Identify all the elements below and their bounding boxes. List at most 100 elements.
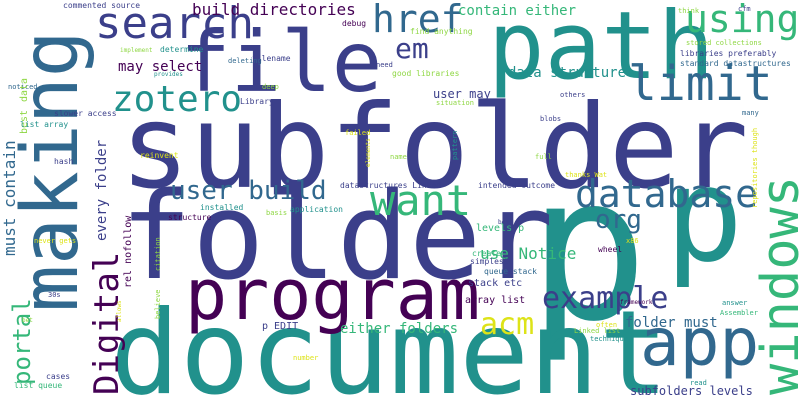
word-cfm: cfm — [738, 5, 751, 13]
word-installed: installed — [200, 203, 244, 212]
word-elements: elements — [365, 138, 372, 167]
word-often: often — [596, 321, 618, 329]
word-x86: x86 — [626, 237, 639, 245]
word-reinvent: reinvent — [140, 151, 179, 160]
word-data: data — [19, 77, 30, 102]
word-file: file — [180, 13, 383, 111]
word-allows: allows — [116, 300, 123, 322]
word-windows: windows — [751, 175, 800, 395]
word-document: document — [110, 286, 669, 400]
word-list-queue: list queue — [14, 381, 63, 390]
word-href: href — [372, 0, 464, 41]
word-list-array: list array — [20, 120, 69, 129]
word-p-2: p — [665, 139, 744, 291]
word-determine: determine — [160, 45, 204, 54]
word-slower-access: slower access — [54, 109, 117, 118]
word-create: create — [472, 249, 501, 258]
word-application: application — [290, 205, 343, 214]
word-using: using — [685, 0, 800, 41]
word-name: name — [390, 153, 407, 161]
word-repositories-though: repositories though — [751, 127, 759, 208]
word-simplest: simplest — [470, 257, 509, 266]
word-database: database — [575, 172, 759, 216]
word-need: need — [376, 61, 393, 69]
word-may-select: may select — [118, 59, 203, 75]
word-must-contain: must contain — [0, 140, 19, 256]
word-technique: technique — [590, 335, 628, 343]
word-pattern: pattern — [451, 130, 459, 160]
word-app: app — [640, 304, 760, 381]
word-em: em — [395, 32, 429, 65]
word-failed: failed — [345, 129, 371, 137]
word-never-gets: never gets — [34, 237, 77, 245]
word-commented-source: commented source — [63, 1, 141, 10]
word-contain-either: contain either — [458, 3, 577, 19]
word-use-Notice: use Notice — [480, 244, 577, 263]
word-filename: filename — [252, 54, 291, 63]
word-search: search — [95, 0, 254, 49]
word-user-may: user may — [433, 87, 491, 101]
word-levels-p: levels p — [476, 223, 525, 234]
word-best-2: best — [498, 219, 513, 226]
word-Digital: Digital — [87, 251, 127, 395]
word-subfolders-levels: subfolders levels — [630, 384, 753, 398]
word-standard-datastructures: standard datastructures — [680, 59, 791, 68]
word-either-folders: either folders — [340, 321, 459, 337]
word-stored-collections: stored collections — [686, 39, 762, 47]
word-wheel: wheel — [598, 245, 623, 254]
word-path: path — [488, 0, 715, 101]
word-rel-nofollow: rel nofollow — [123, 215, 134, 288]
word-believe: believe — [154, 289, 162, 319]
word-30s: 30s — [48, 291, 61, 299]
word-number: number — [293, 354, 319, 362]
word-thanks-Wat: thanks Wat — [565, 171, 608, 179]
word-Assembler: Assembler — [720, 309, 758, 317]
word-read: read — [690, 379, 707, 387]
word-noticed: noticed — [8, 83, 38, 91]
word-limit: limit — [628, 56, 773, 112]
word-basis: basis — [266, 209, 288, 217]
word-zotero: zotero — [112, 79, 243, 120]
word-portal: portal — [8, 298, 36, 385]
word-making: making — [6, 30, 96, 312]
word-citation: citation — [154, 237, 162, 271]
word-user-build: user build — [170, 176, 327, 206]
word-good-libraries: good libraries — [392, 69, 460, 78]
word-Linked-list: Linked list — [574, 327, 621, 335]
word-full: full — [535, 153, 552, 161]
word-Library: Library — [240, 97, 274, 106]
word-libraries-preferably: libraries preferably — [680, 49, 777, 58]
word-deep: deep — [262, 83, 279, 91]
word-debug: debug — [342, 19, 367, 28]
word-org: org — [595, 205, 642, 235]
word-intended-outcome: intended outcome — [478, 181, 556, 190]
word-hash: hash — [54, 157, 74, 166]
word-think: think — [678, 7, 700, 15]
word-situation: situation — [436, 99, 474, 107]
word-folder: folder — [120, 168, 554, 307]
word-program: program — [185, 254, 481, 336]
word-p-big: p — [528, 133, 649, 366]
word-others: others — [560, 91, 586, 99]
word-find-anything: find anything — [410, 27, 473, 36]
word-framework: framework — [620, 299, 653, 306]
word-provides: provides — [154, 71, 183, 78]
word-build-directories: build directories — [192, 0, 356, 19]
word-subfolder: subfolder — [120, 80, 749, 215]
word-example: example — [542, 281, 669, 316]
word-array-list: array list — [465, 295, 526, 306]
word-many: many — [742, 109, 759, 117]
word-deleting: deleting — [228, 57, 262, 65]
word-p-EDIT: p EDIT — [262, 321, 299, 332]
word-answer: answer — [722, 299, 748, 307]
word-data-structure: data structure — [508, 65, 627, 81]
word-want: want — [370, 176, 472, 225]
word-cases: cases — [46, 372, 71, 381]
word-every-folder: every folder — [94, 139, 110, 241]
word-folder-must: folder must — [625, 315, 718, 331]
word-stack-etc: stack etc — [468, 278, 523, 289]
word-blobs: blobs — [540, 115, 562, 123]
word-queue-stack: queue stack — [484, 267, 537, 276]
word-acm: acm — [480, 307, 535, 342]
